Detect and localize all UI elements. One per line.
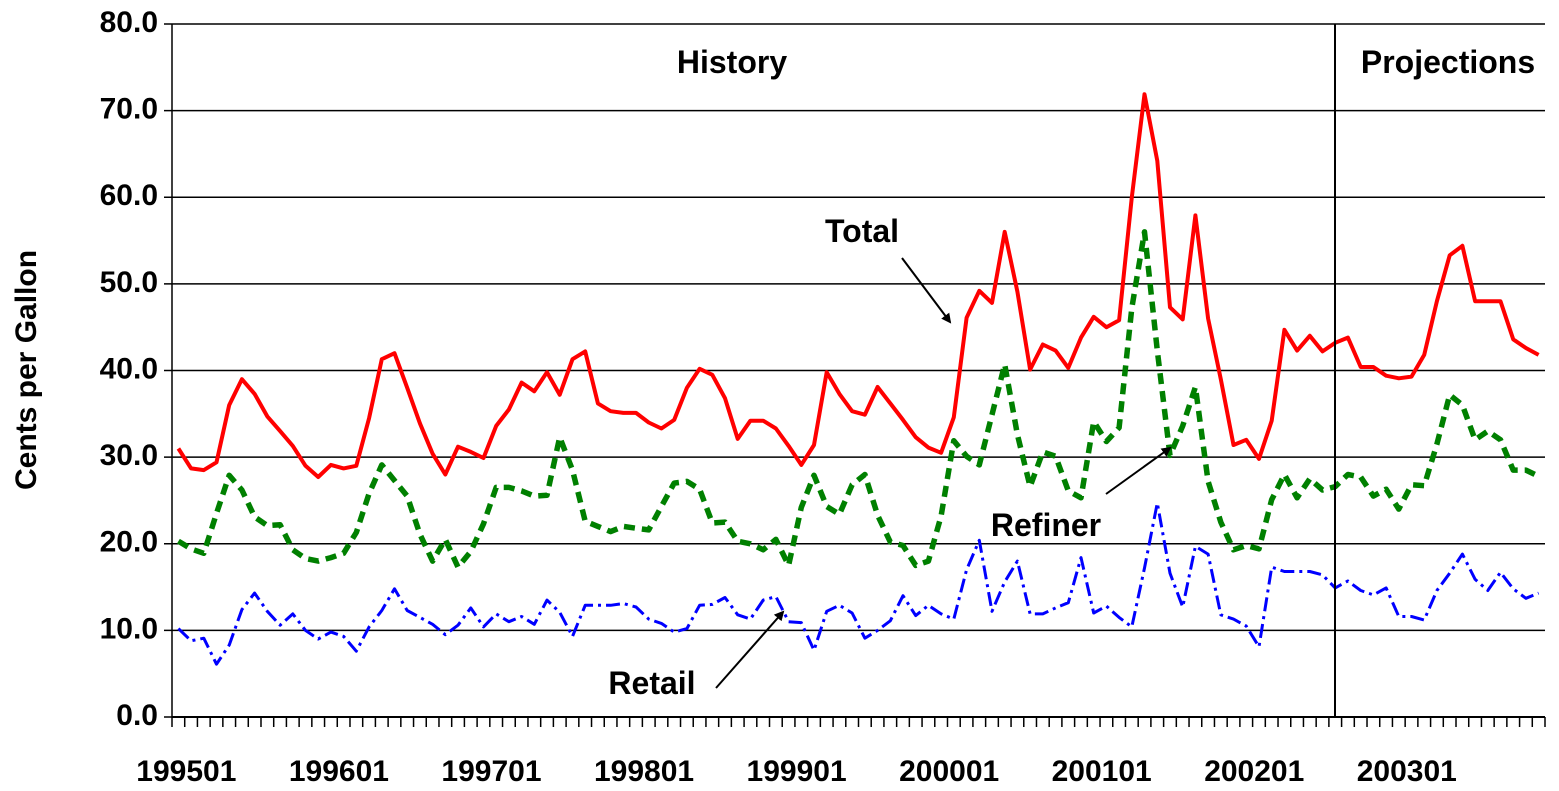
- series-line: [176, 92, 1540, 479]
- annotation-arrow: [715, 610, 785, 689]
- x-tick-label: 199601: [289, 755, 389, 788]
- lines: [176, 92, 1540, 666]
- y-tick-label: 70.0: [100, 93, 158, 126]
- y-tick-label: 60.0: [100, 179, 158, 212]
- series-line: [176, 229, 1540, 570]
- x-tick-label: 199701: [441, 755, 541, 788]
- y-tick-label: 0.0: [116, 699, 158, 732]
- annotation: Total: [825, 213, 899, 249]
- grid: 0.0 10.0 20.0 30.0 40.0 50.0 60.0 70.0 80.0 19950…: [100, 6, 1546, 788]
- x-tick-label: 200101: [1052, 755, 1152, 788]
- annotation: Refiner: [991, 507, 1101, 543]
- annotation: Retail: [608, 665, 695, 701]
- y-tick-label: 50.0: [100, 266, 158, 299]
- x-tick-label: 200001: [899, 755, 999, 788]
- series-line: [177, 501, 1540, 666]
- x-tick-label: 199501: [136, 755, 236, 788]
- annotation: History: [677, 44, 787, 80]
- y-tick-label: 20.0: [100, 526, 158, 559]
- y-tick-label: 10.0: [100, 612, 158, 645]
- y-tick-label: 40.0: [100, 352, 158, 385]
- x-tick-label: 200301: [1357, 755, 1457, 788]
- x-tick-label: 199801: [594, 755, 694, 788]
- annotation: Projections: [1361, 44, 1535, 80]
- x-tick-label: 200201: [1204, 755, 1304, 788]
- annotation-arrow: [901, 257, 952, 324]
- y-tick-label: 80.0: [100, 6, 158, 39]
- annotation-arrow: [1105, 446, 1172, 495]
- x-tick-label: 199901: [747, 755, 847, 788]
- y-tick-label: 30.0: [100, 439, 158, 472]
- y-axis-label: Cents per Gallon: [10, 250, 43, 490]
